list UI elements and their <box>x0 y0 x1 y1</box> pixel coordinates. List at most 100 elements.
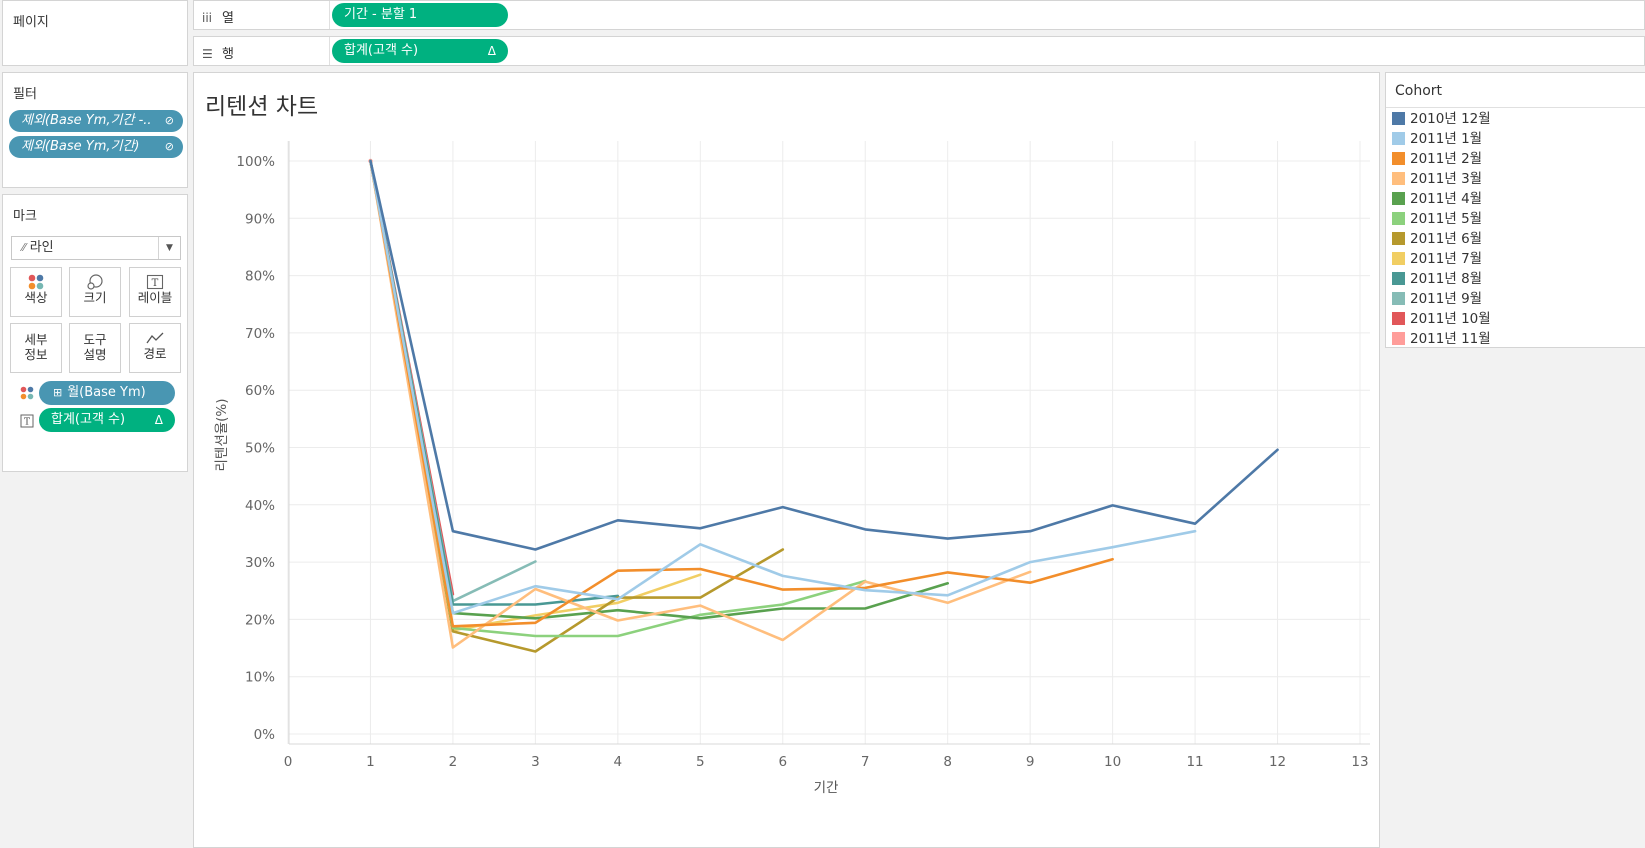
legend-panel[interactable]: Cohort 2010년 12월 2011년 1월 2011년 2월 2011년 3월… <box>1385 72 1645 348</box>
filter-pill[interactable]: 제외(Base Ym,기간) ⊘ <box>9 136 183 158</box>
chart-view[interactable]: 리텐션 차트 0% 10% 20% 30% 40% 50% 60% 70% 80% 90% 100%… <box>193 72 1380 848</box>
text-label-icon: T <box>130 268 180 290</box>
x-tick-label: 7 <box>861 754 870 770</box>
pages-title: 페이지 <box>13 15 49 30</box>
legend-item[interactable]: 2011년 5월 <box>1392 209 1491 229</box>
x-tick-label: 4 <box>614 754 623 770</box>
color-field-pill[interactable]: ⊞ 월(Base Ym) <box>39 381 175 405</box>
size-button-label: 크기 <box>83 290 107 305</box>
x-axis-title: 기간 <box>814 780 839 796</box>
y-tick-label: 100% <box>236 154 275 170</box>
legend-label: 2011년 3월 <box>1410 171 1483 187</box>
color-button[interactable]: 색상 <box>10 267 62 317</box>
tooltip-button-label: 도구 <box>83 332 107 347</box>
y-tick-label: 0% <box>254 727 276 743</box>
legend-swatch <box>1392 192 1405 205</box>
x-tick-label: 8 <box>943 754 952 770</box>
x-tick-label: 3 <box>531 754 540 770</box>
legend-swatch <box>1392 312 1405 325</box>
legend-item[interactable]: 2011년 2월 <box>1392 149 1491 169</box>
series-line-0 <box>369 159 1279 551</box>
y-tick-label: 50% <box>245 441 275 457</box>
rows-pill-label: 합계(고객 수) <box>344 43 419 58</box>
size-icon <box>70 268 120 290</box>
tooltip-button-label: 설명 <box>83 347 107 362</box>
filter-pill-label: 제외(Base Ym,기간) <box>21 139 140 154</box>
y-tick-label: 10% <box>245 670 275 686</box>
pages-panel[interactable]: 페이지 <box>2 0 188 66</box>
x-tick-label: 10 <box>1104 754 1121 770</box>
columns-shelf[interactable]: iii 열 기간 - 분할 1 <box>193 0 1645 30</box>
columns-pill[interactable]: 기간 - 분할 1 <box>332 3 508 27</box>
x-tick-label: 11 <box>1186 754 1203 770</box>
legend-item[interactable]: 2011년 10월 <box>1392 309 1491 329</box>
expand-plus-icon: ⊞ <box>53 386 63 399</box>
legend-swatch <box>1392 252 1405 265</box>
legend-item[interactable]: 2011년 7월 <box>1392 249 1491 269</box>
series-line-5 <box>369 159 867 638</box>
svg-text:T: T <box>24 418 30 428</box>
chart-title: 리텐션 차트 <box>205 94 319 120</box>
legend-label: 2011년 2월 <box>1410 151 1483 167</box>
columns-shelf-label: iii 열 <box>202 7 234 26</box>
legend-divider <box>1386 107 1645 108</box>
detail-button-label: 세부 <box>24 332 48 347</box>
path-icon <box>130 324 180 346</box>
y-tick-label: 90% <box>245 211 275 227</box>
x-tick-label: 2 <box>449 754 458 770</box>
y-axis-title: 리텐션율(%) <box>214 398 230 471</box>
legend-item[interactable]: 2011년 6월 <box>1392 229 1491 249</box>
legend-item[interactable]: 2011년 9월 <box>1392 289 1491 309</box>
path-button-label: 경로 <box>143 346 167 361</box>
marks-title: 마크 <box>13 209 37 224</box>
legend-item[interactable]: 2011년 8월 <box>1392 269 1491 289</box>
columns-icon: iii <box>202 11 213 25</box>
label-field-pill[interactable]: 합계(고객 수) Δ <box>39 408 175 432</box>
legend-swatch <box>1392 132 1405 145</box>
legend-list: 2010년 12월 2011년 1월 2011년 2월 2011년 3월 2011년 4… <box>1392 109 1491 349</box>
filter-pill[interactable]: 제외(Base Ym,기간 -.. ⊘ <box>9 110 183 132</box>
rows-pill[interactable]: 합계(고객 수) Δ <box>332 39 508 63</box>
line-chart[interactable]: 0%10%20%30%40%50%60%70%80%90%100%0 1 2 3 4 5 6… <box>194 73 1379 847</box>
legend-item[interactable]: 2011년 3월 <box>1392 169 1491 189</box>
legend-swatch <box>1392 292 1405 305</box>
text-label-icon: T <box>20 413 34 432</box>
table-calc-delta-icon: Δ <box>487 44 496 58</box>
color-button-label: 색상 <box>24 290 48 305</box>
rows-icon: ☰ <box>202 47 213 61</box>
x-tick-label: 6 <box>778 754 787 770</box>
marks-panel[interactable]: 마크 ⁄⁄ 라인 ▼ 색상 크기 T 레이블 세부 정보 도구 설명 경로 <box>2 194 188 472</box>
detail-button[interactable]: 세부 정보 <box>10 323 62 373</box>
columns-pill-label: 기간 - 분할 1 <box>344 7 418 22</box>
size-button[interactable]: 크기 <box>69 267 121 317</box>
path-button[interactable]: 경로 <box>129 323 181 373</box>
link-icon: ⊘ <box>164 114 174 127</box>
legend-item[interactable]: 2011년 1월 <box>1392 129 1491 149</box>
legend-label: 2011년 5월 <box>1410 211 1483 227</box>
legend-swatch <box>1392 332 1405 345</box>
filters-panel[interactable]: 필터 제외(Base Ym,기간 -.. ⊘ 제외(Base Ym,기간) ⊘ <box>2 72 188 188</box>
series-line-4 <box>369 159 950 620</box>
chevron-down-icon[interactable]: ▼ <box>158 237 180 259</box>
series-line-3 <box>369 159 1032 649</box>
legend-item[interactable]: 2010년 12월 <box>1392 109 1491 129</box>
series-line-6 <box>369 159 785 653</box>
tooltip-button[interactable]: 도구 설명 <box>69 323 121 373</box>
rows-shelf[interactable]: ☰ 행 합계(고객 수) Δ <box>193 36 1645 66</box>
x-tick-label: 0 <box>284 754 293 770</box>
label-button[interactable]: T 레이블 <box>129 267 181 317</box>
legend-swatch <box>1392 112 1405 125</box>
legend-label: 2011년 9월 <box>1410 291 1483 307</box>
svg-text:T: T <box>152 278 159 289</box>
legend-label: 2011년 1월 <box>1410 131 1483 147</box>
y-tick-label: 80% <box>245 269 275 285</box>
mark-type-dropdown[interactable]: ⁄⁄ 라인 ▼ <box>11 236 181 260</box>
legend-item[interactable]: 2011년 4월 <box>1392 189 1491 209</box>
x-tick-label: 9 <box>1026 754 1035 770</box>
table-calc-delta-icon: Δ <box>154 413 163 427</box>
series-line-1 <box>369 159 1197 615</box>
x-tick-label: 12 <box>1269 754 1286 770</box>
color-field-label: 월(Base Ym) <box>67 385 146 400</box>
legend-swatch <box>1392 212 1405 225</box>
legend-item[interactable]: 2011년 11월 <box>1392 329 1491 349</box>
